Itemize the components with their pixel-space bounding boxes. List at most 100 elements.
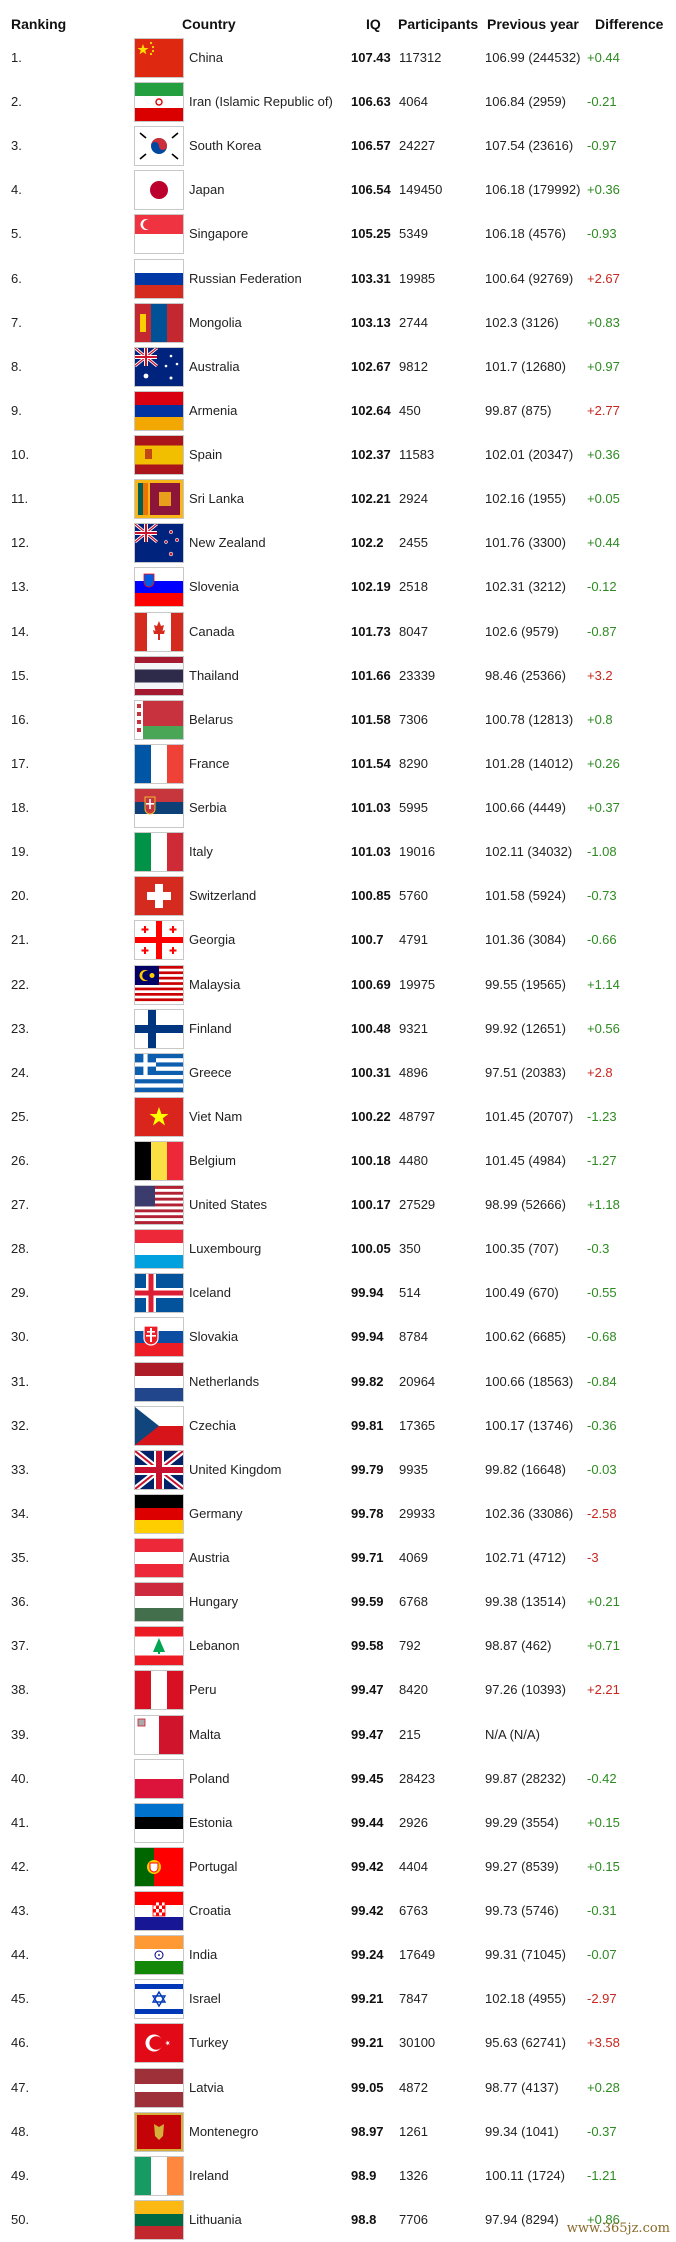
difference-cell: +0.8 bbox=[587, 711, 613, 727]
rank-cell: 39. bbox=[11, 1726, 30, 1742]
previous-year-cell: 102.18 (4955) bbox=[485, 1991, 566, 2007]
participants-cell: 19016 bbox=[399, 844, 436, 860]
iq-cell: 99.44 bbox=[351, 1814, 384, 1830]
flag-lb-icon bbox=[134, 1626, 184, 1667]
flag-at-icon bbox=[134, 1538, 184, 1579]
iq-cell: 102.19 bbox=[351, 579, 391, 595]
table-row: 23. Finland 100.48 9321 99.92 (12651) +0.56 bbox=[0, 1007, 676, 1051]
country-cell: Finland bbox=[189, 1020, 232, 1036]
participants-cell: 6768 bbox=[399, 1594, 428, 1610]
country-cell: Slovakia bbox=[189, 1329, 239, 1345]
rank-cell: 38. bbox=[11, 1682, 30, 1698]
difference-cell: -0.07 bbox=[587, 1947, 617, 1963]
previous-year-cell: 102.31 (3212) bbox=[485, 579, 566, 595]
table-row: 50. Lithuania 98.8 7706 97.94 (8294) +0.86 bbox=[0, 2198, 676, 2242]
country-cell: Austria bbox=[189, 1550, 230, 1566]
previous-year-cell: 106.18 (4576) bbox=[485, 226, 566, 242]
participants-cell: 48797 bbox=[399, 1108, 436, 1124]
iq-cell: 98.8 bbox=[351, 2211, 377, 2227]
table-row: 48. Montenegro 98.97 1261 99.34 (1041) -0.37 bbox=[0, 2110, 676, 2154]
rank-cell: 32. bbox=[11, 1417, 30, 1433]
difference-cell: -0.03 bbox=[587, 1461, 617, 1477]
difference-cell: -0.3 bbox=[587, 1241, 610, 1257]
difference-cell: +0.97 bbox=[587, 358, 620, 374]
rank-cell: 35. bbox=[11, 1550, 30, 1566]
iq-cell: 101.66 bbox=[351, 667, 391, 683]
participants-cell: 20964 bbox=[399, 1373, 436, 1389]
flag-be-icon bbox=[134, 1141, 184, 1181]
participants-cell: 19975 bbox=[399, 976, 436, 992]
country-cell: Armenia bbox=[189, 402, 238, 418]
participants-cell: 215 bbox=[399, 1726, 421, 1742]
participants-cell: 30100 bbox=[399, 2035, 436, 2051]
previous-year-cell: 97.26 (10393) bbox=[485, 1682, 566, 1698]
rank-cell: 36. bbox=[11, 1594, 30, 1610]
watermark: www.365jz.com bbox=[566, 2221, 670, 2236]
header-ranking: Ranking bbox=[11, 16, 67, 32]
country-cell: New Zealand bbox=[189, 535, 266, 551]
iq-cell: 101.73 bbox=[351, 623, 391, 639]
participants-cell: 23339 bbox=[399, 667, 436, 683]
flag-pl-icon bbox=[134, 1758, 184, 1799]
country-cell: Peru bbox=[189, 1682, 217, 1698]
flag-ch-icon bbox=[134, 876, 184, 917]
previous-year-cell: 101.45 (20707) bbox=[485, 1108, 574, 1124]
country-cell: Italy bbox=[189, 844, 213, 860]
flag-jp-icon bbox=[134, 170, 184, 211]
country-cell: Australia bbox=[189, 358, 240, 374]
country-cell: Russian Federation bbox=[189, 270, 302, 286]
previous-year-cell: 99.27 (8539) bbox=[485, 1858, 559, 1874]
difference-cell: -2.97 bbox=[587, 1991, 617, 2007]
iq-cell: 99.78 bbox=[351, 1505, 384, 1521]
country-cell: Portugal bbox=[189, 1858, 238, 1874]
rank-cell: 8. bbox=[11, 358, 22, 374]
participants-cell: 4069 bbox=[399, 1550, 428, 1566]
rank-cell: 21. bbox=[11, 932, 30, 948]
table-row: 4. Japan 106.54 149450 106.18 (179992) +0.36 bbox=[0, 168, 676, 212]
participants-cell: 450 bbox=[399, 402, 421, 418]
previous-year-cell: 101.76 (3300) bbox=[485, 535, 566, 551]
flag-ir-icon bbox=[134, 82, 184, 123]
difference-cell: -2.58 bbox=[587, 1505, 617, 1521]
participants-cell: 5760 bbox=[399, 888, 428, 904]
flag-kr-icon bbox=[134, 126, 184, 167]
participants-cell: 2455 bbox=[399, 535, 428, 551]
difference-cell: -3 bbox=[587, 1550, 599, 1566]
table-row: 11. Sri Lanka 102.21 2924 102.16 (1955) +0.05 bbox=[0, 477, 676, 521]
country-cell: United States bbox=[189, 1197, 268, 1213]
participants-cell: 29933 bbox=[399, 1505, 436, 1521]
flag-pe-icon bbox=[134, 1670, 184, 1711]
table-row: 5. Singapore 105.25 5349 106.18 (4576) -0.93 bbox=[0, 212, 676, 256]
iq-cell: 102.64 bbox=[351, 402, 391, 418]
table-row: 20. Switzerland 100.85 5760 101.58 (5924) -0.… bbox=[0, 874, 676, 918]
previous-year-cell: 102.01 (20347) bbox=[485, 447, 574, 463]
participants-cell: 350 bbox=[399, 1241, 421, 1257]
flag-hu-icon bbox=[134, 1582, 184, 1623]
table-row: 37. Lebanon 99.58 792 98.87 (462) +0.71 bbox=[0, 1624, 676, 1668]
participants-cell: 27529 bbox=[399, 1197, 436, 1213]
previous-year-cell: 106.99 (244532) bbox=[485, 50, 581, 65]
table-row: 18. Serbia 101.03 5995 100.66 (4449) +0.37 bbox=[0, 786, 676, 830]
previous-year-cell: 98.87 (462) bbox=[485, 1638, 552, 1654]
participants-cell: 8047 bbox=[399, 623, 428, 639]
previous-year-cell: 99.82 (16648) bbox=[485, 1461, 566, 1477]
table-header: Ranking Country IQ Participants Previous… bbox=[0, 0, 676, 48]
country-cell: Japan bbox=[189, 182, 225, 198]
table-row: 41. Estonia 99.44 2926 99.29 (3554) +0.15 bbox=[0, 1801, 676, 1845]
difference-cell: +0.86 bbox=[587, 2211, 620, 2227]
country-cell: Netherlands bbox=[189, 1373, 260, 1389]
participants-cell: 1326 bbox=[399, 2167, 428, 2183]
participants-cell: 24227 bbox=[399, 138, 436, 154]
difference-cell: +0.15 bbox=[587, 1814, 620, 1830]
rank-cell: 30. bbox=[11, 1329, 30, 1345]
participants-cell: 1261 bbox=[399, 2123, 428, 2139]
previous-year-cell: 99.34 (1041) bbox=[485, 2123, 559, 2139]
country-cell: Serbia bbox=[189, 800, 227, 816]
table-row: 32. Czechia 99.81 17365 100.17 (13746) -0.36 bbox=[0, 1404, 676, 1448]
iq-cell: 101.54 bbox=[351, 755, 391, 771]
rank-cell: 17. bbox=[11, 755, 30, 771]
flag-cz-icon bbox=[134, 1405, 184, 1446]
table-row: 31. Netherlands 99.82 20964 100.66 (18563) -0… bbox=[0, 1360, 676, 1404]
country-cell: Thailand bbox=[189, 667, 239, 683]
iq-cell: 99.05 bbox=[351, 2079, 384, 2095]
